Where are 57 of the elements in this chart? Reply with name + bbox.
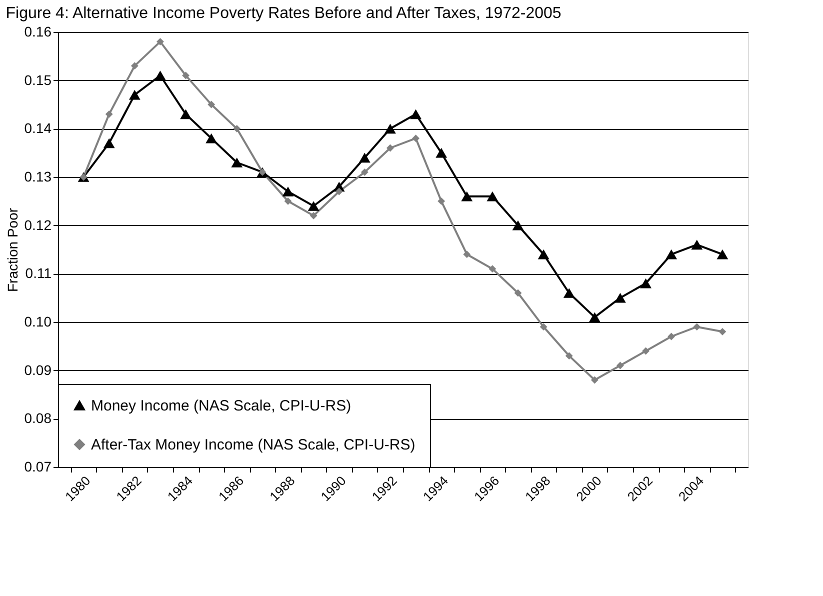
point [233, 124, 241, 132]
chart-title: Figure 4: Alternative Income Poverty Rates Before and After Taxes, 1972-2005 [6, 5, 562, 22]
y-tick-label: 0.12 [24, 216, 52, 233]
y-tick-label: 0.10 [24, 314, 52, 330]
point [436, 148, 448, 158]
point [488, 265, 496, 273]
point [691, 240, 703, 250]
point [512, 220, 524, 230]
point [668, 332, 676, 340]
legend-label: After-Tax Money Income (NAS Scale, CPI-U-RS) [91, 436, 416, 454]
point [154, 70, 166, 80]
point [103, 138, 115, 148]
legend-label: Money Income (NAS Scale, CPI-U-RS) [91, 398, 352, 414]
point [412, 134, 420, 142]
point [130, 62, 138, 70]
point [206, 133, 218, 144]
point [308, 201, 320, 211]
point [514, 289, 522, 297]
point [718, 328, 726, 336]
y-tick-label: 0.13 [24, 168, 52, 184]
point [540, 323, 548, 331]
point [563, 288, 575, 298]
y-tick-label: 0.11 [25, 265, 52, 282]
y-axis-title: Fraction Poor [4, 208, 20, 292]
point [614, 292, 626, 303]
point [463, 250, 471, 258]
y-tick-label: 0.14 [24, 120, 52, 136]
point [282, 186, 294, 196]
point [666, 249, 678, 260]
y-tick-label: 0.15 [24, 72, 52, 88]
point [538, 249, 550, 260]
y-tick-label: 0.07 [24, 458, 52, 474]
y-tick-label: 0.16 [24, 24, 52, 40]
point [410, 109, 422, 120]
point [438, 197, 446, 205]
point [231, 158, 243, 168]
point [384, 124, 396, 134]
point [693, 323, 701, 331]
point [128, 90, 140, 100]
point [588, 312, 600, 322]
y-tick-label: 0.09 [24, 362, 52, 378]
point [358, 152, 370, 163]
point [461, 191, 473, 202]
point [716, 249, 728, 260]
point [486, 191, 498, 202]
point [180, 109, 192, 120]
point [640, 278, 652, 288]
y-tick-label: 0.08 [24, 410, 52, 426]
point [105, 110, 113, 118]
point [284, 197, 292, 205]
point [208, 100, 216, 108]
point [590, 376, 598, 384]
point [156, 38, 164, 46]
point [565, 352, 573, 360]
point [360, 168, 368, 176]
point [335, 188, 343, 196]
point [310, 212, 318, 220]
